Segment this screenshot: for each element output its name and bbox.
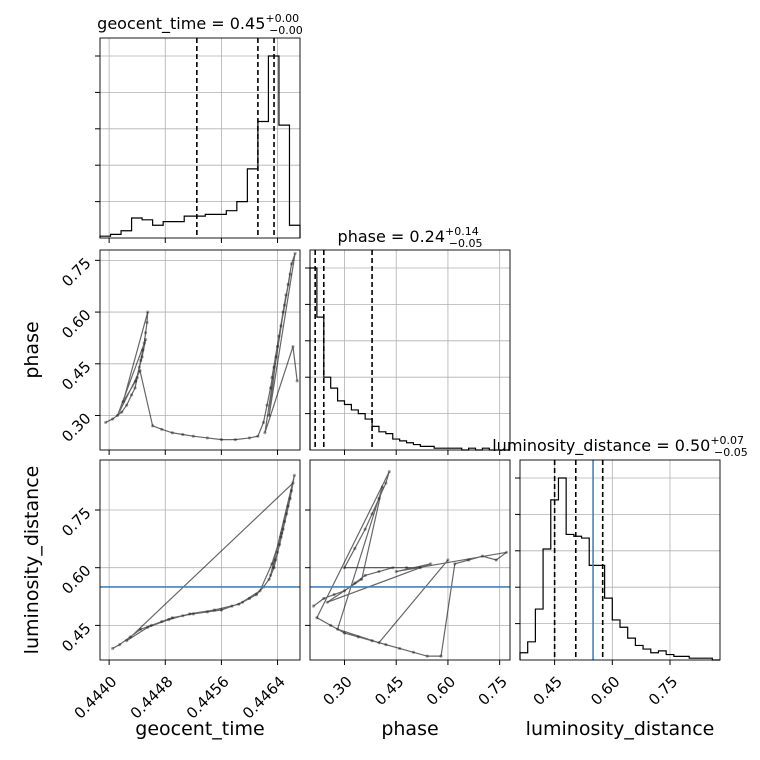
title-geocent-time-label: geocent_time [97,14,206,34]
scatter-panel-luminosity_distance_vs_phase [305,459,511,665]
tick-label-x-phase: 0.30 [319,673,355,709]
scatter-panel-luminosity_distance_vs_geocent_time [95,459,301,665]
tick-label-y-phase: 0.30 [58,409,94,445]
tick-label-x-phase: 0.45 [371,673,407,709]
tick-label-y-phase: 0.60 [58,306,94,342]
title-luminosity-distance-label: luminosity_distance [492,436,651,456]
panel-frame [309,249,511,451]
tick-label-x-geocent_time: 0.4464 [239,673,289,723]
panels-layer: 0.4440 0.4448 0.4456 0.4464 0.30 0.45 0.60 0.75… [58,37,721,723]
title-luminosity-distance: luminosity_distance = 0.50+0.07 −0.05 [492,434,748,459]
tick-label-x-geocent_time: 0.4440 [71,673,121,723]
tick-label-x-geocent_time: 0.4456 [183,673,233,723]
tick-label-y-luminosity_distance: 0.45 [58,619,94,655]
title-luminosity-distance-plus: +0.07 [710,434,744,447]
xlabel-geocent-time: geocent_time [135,718,264,740]
panel-frame [99,37,301,239]
title-phase-plus: +0.14 [445,225,479,238]
title-phase-label: phase [338,227,386,246]
histogram-step-phase [309,267,510,451]
title-geocent-time-plus: +0.00 [265,12,299,25]
histogram-panel-luminosity_distance [515,459,721,665]
tick-label-x-phase: 0.75 [475,673,511,709]
ylabel-luminosity-distance: luminosity_distance [21,466,43,655]
density-trace [112,475,295,649]
title-phase-minus: −0.05 [449,237,483,250]
ylabel-phase: phase [21,321,43,378]
title-luminosity-distance-median: 0.50 [675,436,711,455]
histogram-step-luminosity_distance [519,477,720,661]
tick-label-x-luminosity_distance: 0.60 [587,673,623,709]
title-phase: phase = 0.24+0.14 −0.05 [338,225,483,250]
title-geocent-time: geocent_time = 0.45+0.00 −0.00 [97,12,303,37]
density-trace [313,471,507,657]
scatter-panel-phase_vs_geocent_time [95,249,301,455]
title-phase-median: 0.24 [409,227,445,246]
tick-label-y-phase: 0.45 [58,358,94,394]
xlabel-phase: phase [381,718,438,740]
tick-label-y-luminosity_distance: 0.75 [58,504,94,540]
tick-label-x-luminosity_distance: 0.75 [645,673,681,709]
tick-label-x-luminosity_distance: 0.45 [530,673,566,709]
panel-frame [99,249,301,451]
title-luminosity-distance-minus: −0.05 [714,446,748,459]
panel-frame [309,459,511,661]
title-geocent-time-median: 0.45 [230,14,266,33]
tick-label-y-luminosity_distance: 0.60 [58,562,94,598]
title-geocent-time-minus: −0.00 [269,24,303,37]
panel-frame [519,459,721,661]
histogram-step-geocent_time [99,55,301,238]
density-trace [105,253,298,441]
tick-label-x-geocent_time: 0.4448 [127,673,177,723]
panel-frame [99,459,301,661]
tick-label-x-phase: 0.60 [423,673,459,709]
histogram-panel-phase [305,249,511,455]
histogram-panel-geocent_time [95,37,301,243]
xlabel-luminosity-distance: luminosity_distance [526,718,715,740]
tick-label-y-phase: 0.75 [58,254,94,290]
